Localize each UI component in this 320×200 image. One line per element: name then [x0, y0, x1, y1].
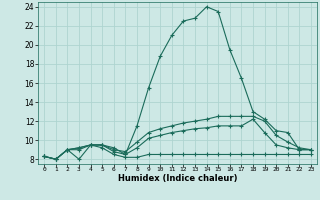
X-axis label: Humidex (Indice chaleur): Humidex (Indice chaleur)	[118, 174, 237, 183]
